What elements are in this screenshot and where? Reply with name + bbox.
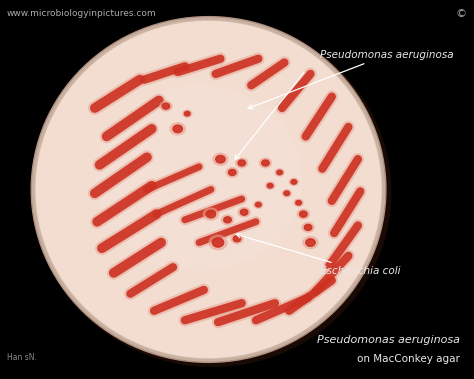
Circle shape — [160, 101, 172, 111]
Ellipse shape — [95, 85, 303, 271]
Circle shape — [233, 236, 241, 242]
Circle shape — [212, 238, 224, 247]
Circle shape — [296, 200, 301, 205]
Circle shape — [267, 183, 273, 188]
Circle shape — [294, 199, 303, 207]
Ellipse shape — [33, 18, 392, 367]
Circle shape — [259, 158, 272, 168]
Circle shape — [203, 208, 219, 220]
Text: Pseudomonas aeruginosa: Pseudomonas aeruginosa — [248, 50, 454, 109]
Circle shape — [302, 222, 314, 232]
Circle shape — [284, 191, 290, 196]
Circle shape — [291, 180, 297, 184]
Circle shape — [300, 211, 307, 217]
Ellipse shape — [36, 21, 382, 358]
Circle shape — [238, 160, 246, 166]
Circle shape — [297, 209, 310, 219]
Circle shape — [277, 170, 283, 175]
Circle shape — [265, 182, 275, 190]
Ellipse shape — [31, 17, 386, 362]
Text: Pseudomonas aeruginosa: Pseudomonas aeruginosa — [317, 335, 460, 345]
Circle shape — [240, 209, 248, 215]
Circle shape — [254, 201, 263, 208]
Circle shape — [162, 103, 170, 109]
Circle shape — [282, 190, 292, 197]
Circle shape — [226, 168, 238, 177]
Circle shape — [306, 239, 315, 246]
Circle shape — [206, 210, 216, 218]
Circle shape — [216, 155, 225, 163]
Circle shape — [275, 169, 284, 176]
Circle shape — [255, 202, 261, 207]
Text: ©: © — [456, 9, 467, 19]
Circle shape — [224, 217, 231, 223]
Circle shape — [303, 236, 318, 249]
Circle shape — [228, 169, 236, 175]
Circle shape — [262, 160, 269, 166]
Circle shape — [221, 215, 234, 225]
Circle shape — [231, 234, 243, 244]
Circle shape — [182, 110, 192, 117]
Circle shape — [289, 178, 299, 186]
Text: on MacConkey agar: on MacConkey agar — [357, 354, 460, 364]
Circle shape — [213, 153, 228, 165]
Ellipse shape — [35, 20, 383, 359]
Text: www.microbiologyinpictures.com: www.microbiologyinpictures.com — [7, 9, 157, 19]
Circle shape — [236, 158, 248, 168]
Text: Escherichia coli: Escherichia coli — [236, 233, 401, 276]
Circle shape — [170, 123, 185, 135]
Circle shape — [184, 111, 190, 116]
Circle shape — [238, 207, 250, 217]
Circle shape — [173, 125, 182, 133]
Circle shape — [304, 224, 312, 230]
Circle shape — [209, 235, 227, 250]
Text: Han sN.: Han sN. — [7, 353, 37, 362]
